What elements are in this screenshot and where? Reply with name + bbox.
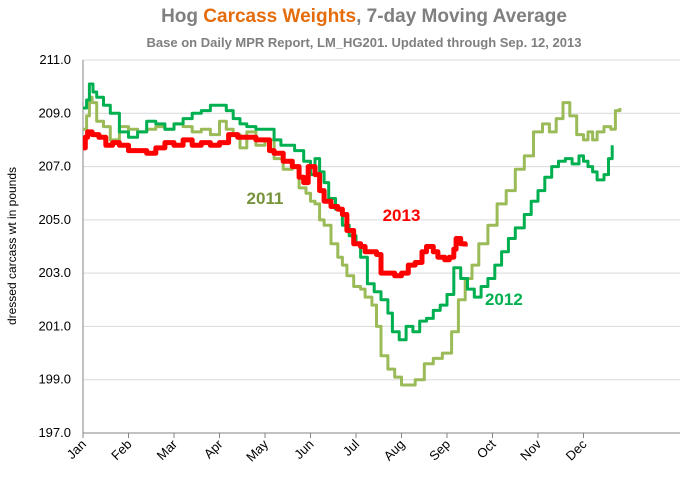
chart-title-part: Carcass Weights	[203, 6, 356, 27]
series-lines	[82, 82, 622, 387]
y-tick-label: 205.0	[38, 212, 71, 227]
y-tick-label: 209.0	[38, 105, 71, 120]
y-tick-label: 197.0	[38, 425, 71, 440]
chart-title-part: Hog	[161, 6, 203, 27]
x-tick-label: Mar	[154, 436, 181, 463]
series-labels: 2011 2012 2013	[247, 189, 523, 309]
x-tick-label: Dec	[563, 436, 590, 463]
x-tick-label: Aug	[381, 437, 408, 464]
chart-title: Hog Carcass Weights, 7-day Moving Averag…	[161, 6, 567, 27]
x-tick-label: Jul	[340, 436, 362, 458]
y-tick-labels: 197.0 199.0 201.0 203.0 205.0 207.0 209.0 211.0	[38, 52, 71, 440]
y-tick-label: 199.0	[38, 372, 71, 387]
y-tick-label: 201.0	[38, 318, 71, 333]
x-tick-labels: Jan Feb Mar Apr May Jun Jul Aug Sep Oct Nov Dec	[64, 436, 590, 464]
chart-title-part: , 7-day Moving Average	[356, 6, 567, 27]
y-tick-label: 211.0	[39, 52, 71, 67]
series-label-2012: 2012	[485, 290, 523, 309]
x-tick-label: Oct	[474, 436, 499, 461]
x-tick-label: Nov	[517, 436, 544, 463]
x-tick-label: May	[243, 436, 271, 464]
y-axis-title: dressed carcass wt in pounds	[5, 167, 19, 325]
x-tick-label: Jun	[291, 437, 316, 462]
y-tick-label: 203.0	[38, 265, 71, 280]
x-tick-label: Sep	[426, 437, 453, 464]
series-label-2013: 2013	[383, 206, 421, 225]
x-tick-label: Jan	[64, 437, 89, 462]
y-tick-label: 207.0	[38, 159, 71, 174]
x-tick-label: Apr	[201, 436, 226, 461]
series-label-2011: 2011	[247, 189, 284, 208]
series-line-2012	[83, 82, 614, 342]
x-tick-label: Feb	[108, 437, 134, 463]
axes	[82, 60, 680, 438]
chart-subtitle: Base on Daily MPR Report, LM_HG201. Upda…	[147, 35, 582, 50]
series-line-2013	[82, 129, 468, 279]
